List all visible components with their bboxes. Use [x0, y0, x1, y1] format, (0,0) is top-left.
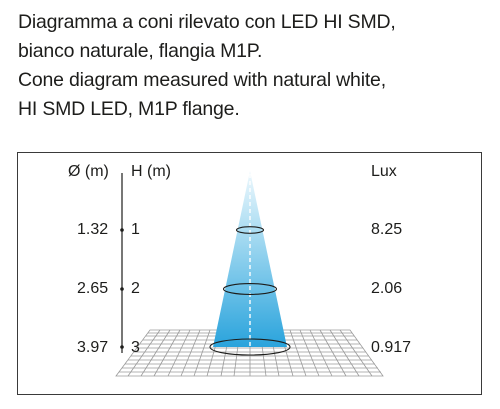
height-value-3: 3	[131, 339, 140, 356]
ellipse-h3	[209, 338, 291, 356]
diameter-value-3: 3.97	[77, 339, 109, 356]
caption-line-it-1: Diagramma a coni rilevato con LED HI SMD…	[18, 11, 396, 33]
ellipse-h2	[222, 283, 278, 295]
header-diameter: Ø (m)	[68, 163, 109, 180]
caption: Diagramma a coni rilevato con LED HI SMD…	[18, 8, 396, 124]
lux-value-1: 8.25	[371, 221, 403, 238]
caption-line-en-2: HI SMD LED, M1P flange.	[18, 98, 240, 120]
caption-line-en-1: Cone diagram measured with natural white…	[18, 69, 386, 91]
diameter-value-1: 1.32	[77, 221, 109, 238]
scale-dot-h2	[120, 287, 124, 291]
lux-value-2: 2.06	[371, 280, 403, 297]
scale-dot-h3	[120, 345, 124, 349]
scale-dot-h1	[120, 228, 124, 232]
diameter-value-2: 2.65	[77, 280, 109, 297]
height-value-1: 1	[131, 221, 140, 238]
lux-value-3: 0.917	[371, 339, 412, 356]
ellipse-h1	[235, 226, 265, 234]
caption-line-it-2: bianco naturale, flangia M1P.	[18, 40, 263, 62]
cone-diagram-frame	[17, 152, 482, 395]
header-height: H (m)	[131, 163, 171, 180]
height-value-2: 2	[131, 280, 140, 297]
header-lux: Lux	[371, 163, 397, 180]
